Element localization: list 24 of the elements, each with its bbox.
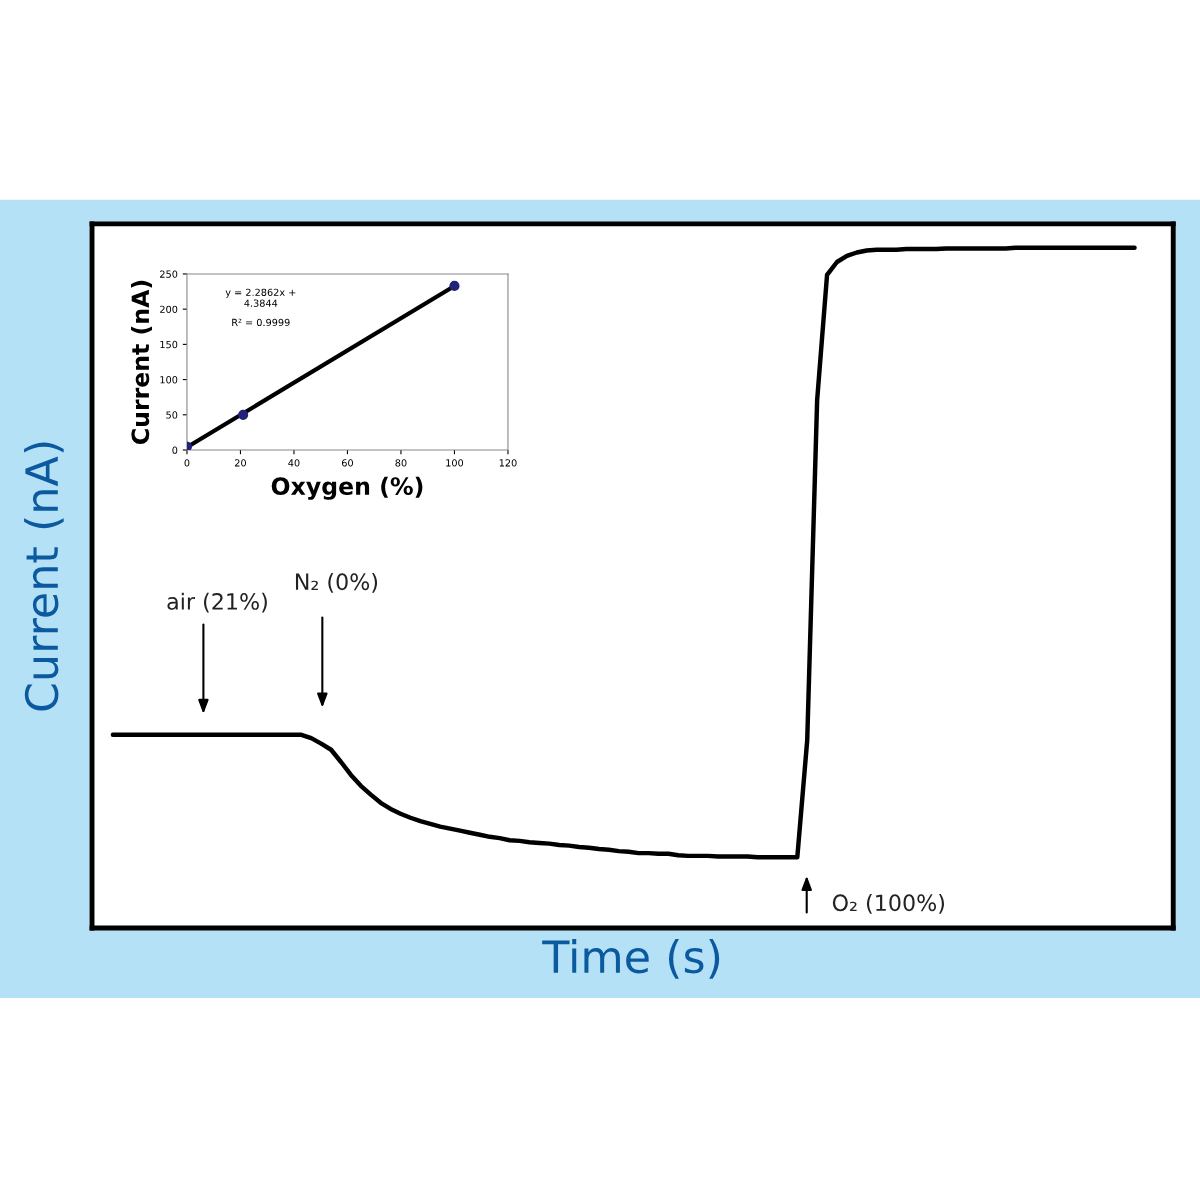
x-tick-label: 80: [395, 459, 407, 467]
y-tick-label: 250: [160, 270, 178, 278]
y-axis-title: Current (nA): [24, 442, 64, 711]
y-axis-title: Current (nA): [130, 280, 153, 445]
y-tick-label: 50: [166, 411, 178, 419]
annotation: N₂ (0%): [295, 572, 378, 593]
annotation: y = 2.2862x + 4.3844: [225, 288, 296, 307]
x-axis-title: Time (s): [542, 939, 720, 979]
y-tick-label: 0: [172, 446, 178, 454]
x-tick-label: 40: [288, 459, 300, 467]
y-tick-label: 200: [160, 305, 178, 313]
x-tick-label: 60: [341, 459, 353, 467]
point: [449, 280, 460, 292]
point: [238, 409, 249, 420]
x-tick-label: 100: [446, 459, 464, 467]
x-tick-label: 0: [184, 459, 190, 467]
x-tick-label: 120: [499, 459, 517, 467]
annotation: R² = 0.9999: [232, 318, 290, 327]
x-tick-label: 20: [234, 459, 246, 467]
y-tick-label: 150: [160, 340, 178, 349]
x-axis-title: Oxygen (%): [271, 476, 423, 500]
y-tick-label: 100: [160, 376, 178, 384]
annotation: air (21%): [167, 592, 267, 613]
annotation: O₂ (100%): [832, 894, 945, 914]
